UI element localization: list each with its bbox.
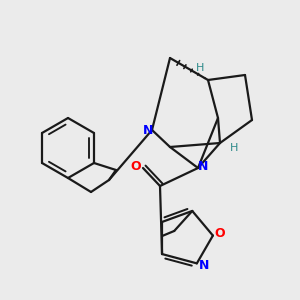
Text: N: N xyxy=(199,259,209,272)
Text: O: O xyxy=(131,160,141,173)
Text: H: H xyxy=(230,143,238,153)
Text: N: N xyxy=(198,160,208,172)
Text: O: O xyxy=(214,227,225,240)
Text: N: N xyxy=(143,124,153,136)
Text: H: H xyxy=(196,63,204,73)
